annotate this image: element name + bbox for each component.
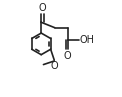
Text: O: O bbox=[39, 3, 46, 13]
Text: OH: OH bbox=[79, 35, 94, 45]
Text: O: O bbox=[50, 61, 58, 71]
Text: O: O bbox=[63, 51, 71, 61]
